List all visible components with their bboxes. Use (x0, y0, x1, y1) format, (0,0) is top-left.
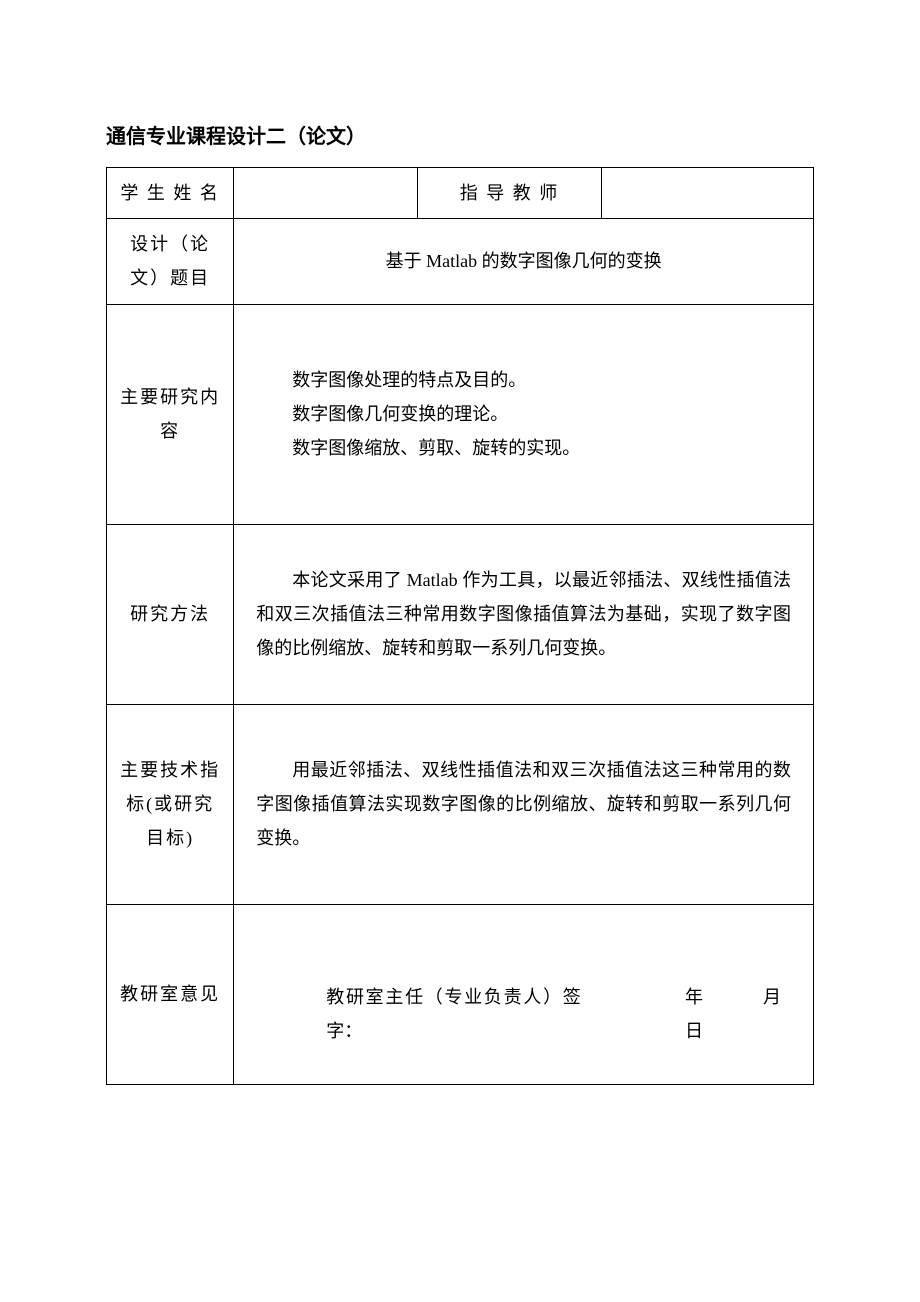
form-table: 学 生 姓 名 指 导 教 师 设计（论文）题目 基于 Matlab 的数字图像… (106, 167, 814, 1085)
date-month-label: 月 (763, 987, 781, 1007)
header-row: 学 生 姓 名 指 导 教 师 (107, 168, 814, 219)
tech-target-label: 主要技术指标(或研究目标) (107, 704, 234, 904)
research-content-row: 主要研究内容 数字图像处理的特点及目的。 数字图像几何变换的理论。 数字图像缩放… (107, 304, 814, 524)
date-ymd: 年 月 日 (675, 980, 791, 1048)
tech-target-value: 用最近邻插法、双线性插值法和双三次插值法这三种常用的数字图像插值算法实现数字图像… (234, 704, 814, 904)
research-method-row: 研究方法 本论文采用了 Matlab 作为工具，以最近邻插法、双线性插值法和双三… (107, 524, 814, 704)
research-content-line: 数字图像几何变换的理论。 (256, 397, 791, 431)
research-method-text: 本论文采用了 Matlab 作为工具，以最近邻插法、双线性插值法和双三次插值法三… (256, 563, 791, 666)
student-name-value[interactable] (234, 168, 418, 219)
signature-label: 教研室主任（专业负责人）签字： (326, 980, 581, 1048)
advisor-value[interactable] (601, 168, 813, 219)
student-name-label: 学 生 姓 名 (107, 168, 234, 219)
tech-target-row: 主要技术指标(或研究目标) 用最近邻插法、双线性插值法和双三次插值法这三种常用的… (107, 704, 814, 904)
research-method-label: 研究方法 (107, 524, 234, 704)
opinion-row: 教研室意见 教研室主任（专业负责人）签字： 年 月 日 (107, 904, 814, 1084)
research-content-line: 数字图像处理的特点及目的。 (256, 363, 791, 397)
research-content-value: 数字图像处理的特点及目的。 数字图像几何变换的理论。 数字图像缩放、剪取、旋转的… (234, 304, 814, 524)
tech-target-text: 用最近邻插法、双线性插值法和双三次插值法这三种常用的数字图像插值算法实现数字图像… (256, 753, 791, 856)
topic-value: 基于 Matlab 的数字图像几何的变换 (234, 219, 814, 304)
signature-line: 教研室主任（专业负责人）签字： 年 月 日 (256, 980, 791, 1048)
date-day-label: 日 (685, 1021, 703, 1041)
opinion-label: 教研室意见 (107, 904, 234, 1084)
page-title: 通信专业课程设计二（论文） (106, 120, 814, 149)
date-year-label: 年 (685, 987, 721, 1007)
opinion-value: 教研室主任（专业负责人）签字： 年 月 日 (234, 904, 814, 1084)
topic-label: 设计（论文）题目 (107, 219, 234, 304)
advisor-label: 指 导 教 师 (418, 168, 602, 219)
research-method-value: 本论文采用了 Matlab 作为工具，以最近邻插法、双线性插值法和双三次插值法三… (234, 524, 814, 704)
research-content-line: 数字图像缩放、剪取、旋转的实现。 (256, 431, 791, 465)
topic-row: 设计（论文）题目 基于 Matlab 的数字图像几何的变换 (107, 219, 814, 304)
research-content-label: 主要研究内容 (107, 304, 234, 524)
